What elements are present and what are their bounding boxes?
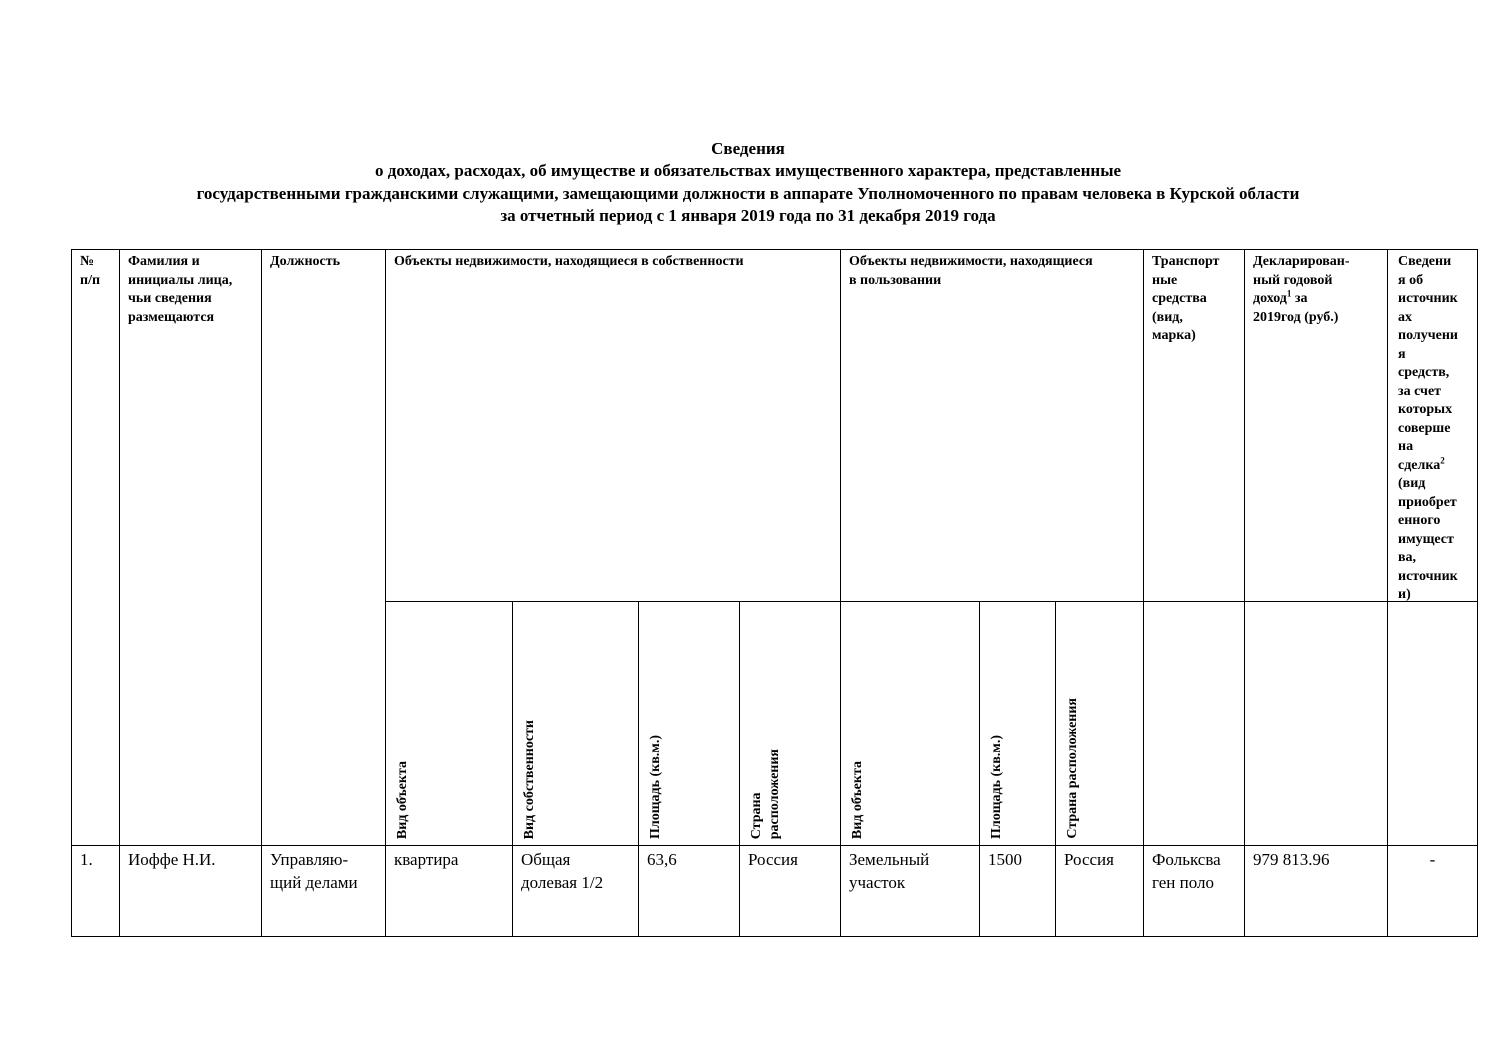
cell-transport: Фольксва ген поло (1143, 845, 1245, 937)
doc-title: Сведения (711, 139, 785, 158)
subheader-owned-area: Площадь (кв.м.) (638, 601, 740, 846)
cell-owned-type: квартира (385, 845, 513, 937)
subheader-used-area: Площадь (кв.м.) (979, 601, 1056, 846)
doc-subtitle-2: государственными гражданскими служащими,… (196, 184, 1300, 203)
cell-owned-country: Россия (739, 845, 841, 937)
header-transport: Транспорт ные средства (вид, марка) (1143, 249, 1245, 602)
header-owned: Объекты недвижимости, находящиеся в собс… (385, 249, 841, 602)
cell-name: Иоффе Н.И. (119, 845, 262, 937)
header-income: Декларирован- ный годовой доход1 за 2019… (1244, 249, 1388, 602)
header-num: № п/п (71, 249, 120, 846)
subheader-owned-type: Вид объекта (385, 601, 513, 846)
header-name: Фамилия и инициалы лица, чьи сведения ра… (119, 249, 262, 846)
cell-num: 1. (71, 845, 120, 937)
subheader-empty (1387, 601, 1478, 846)
subheader-empty (1244, 601, 1388, 846)
cell-used-type: Земельный участок (840, 845, 980, 937)
subheader-used-country: Страна расположения (1055, 601, 1144, 846)
subheader-owned-country: Страна расположения (739, 601, 841, 846)
cell-sources: - (1387, 845, 1478, 937)
subheader-owned-ownership: Вид собственности (512, 601, 639, 846)
cell-used-country: Россия (1055, 845, 1144, 937)
header-position: Должность (261, 249, 386, 846)
header-used: Объекты недвижимости, находящиеся в поль… (840, 249, 1144, 602)
header-sources: Сведени я об источник ах получени я сред… (1387, 249, 1478, 602)
cell-owned-ownership: Общая долевая 1/2 (512, 845, 639, 937)
subheader-empty (1143, 601, 1245, 846)
doc-subtitle-1: о доходах, расходах, об имуществе и обяз… (374, 161, 1122, 180)
subheader-used-type: Вид объекта (840, 601, 980, 846)
cell-income: 979 813.96 (1244, 845, 1388, 937)
cell-owned-area: 63,6 (638, 845, 740, 937)
cell-position: Управляю- щий делами (261, 845, 386, 937)
doc-subtitle-3: за отчетный период с 1 января 2019 года … (500, 206, 996, 225)
cell-used-area: 1500 (979, 845, 1056, 937)
